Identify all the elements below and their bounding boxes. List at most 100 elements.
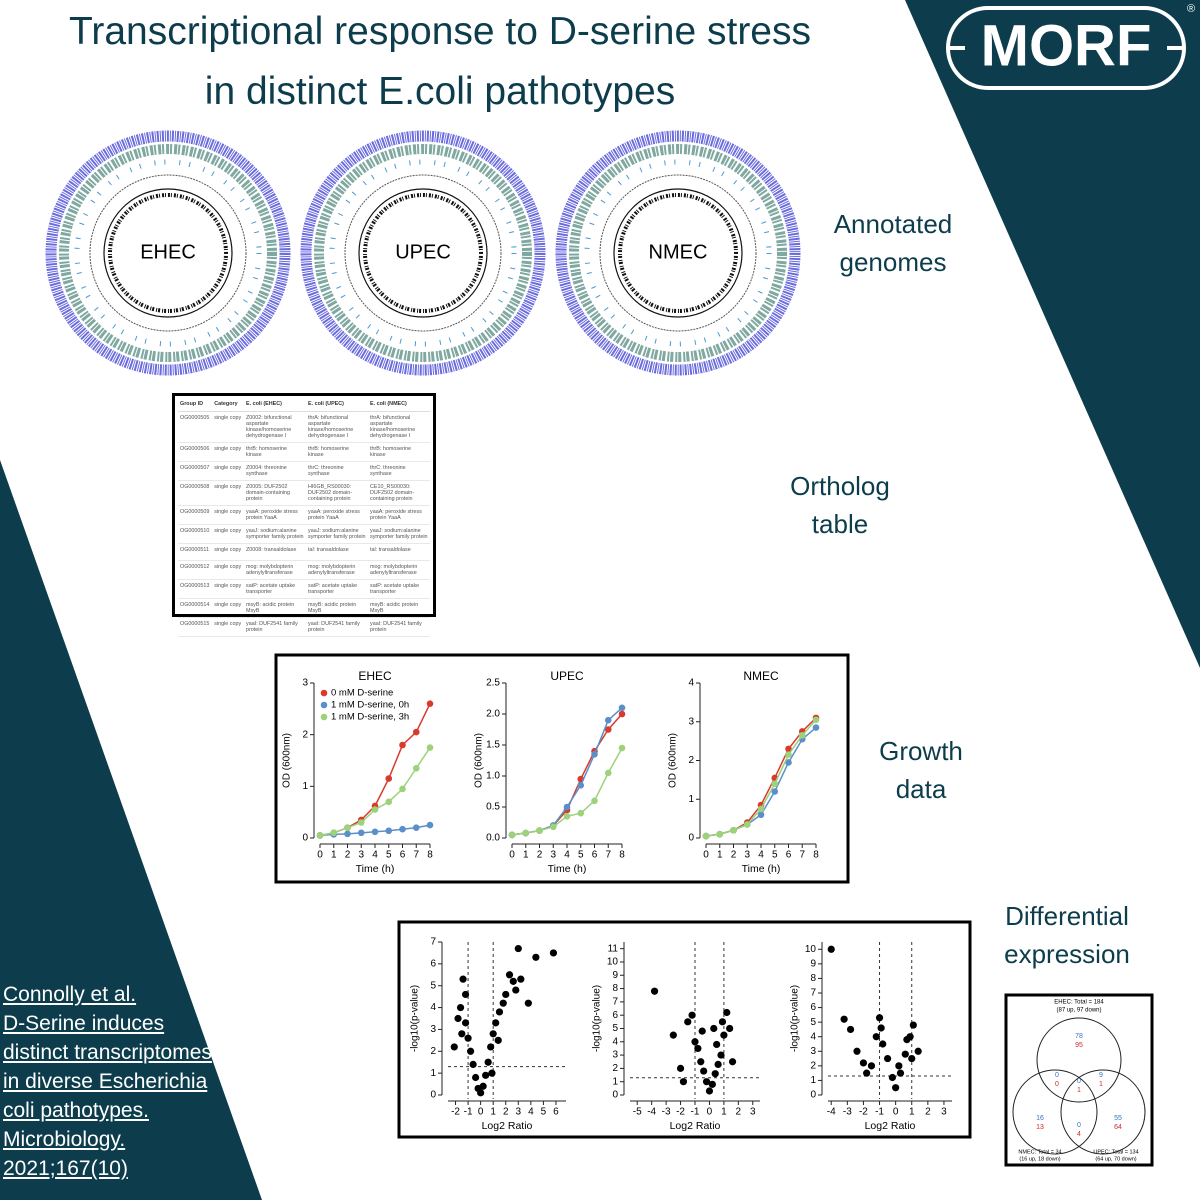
y-tick-label: 3 (688, 716, 694, 727)
point (549, 949, 558, 957)
point (509, 977, 517, 985)
legend-swatch (320, 701, 328, 709)
point (718, 1018, 727, 1026)
column-header: Category (212, 399, 244, 412)
point (877, 1024, 885, 1032)
x-tick-label: 2 (503, 1107, 509, 1118)
venn-count-down: 1 (1077, 1087, 1081, 1094)
x-tick-label: -2 (676, 1107, 685, 1118)
point (723, 1008, 731, 1017)
table-cell: OG0000510 (178, 524, 213, 544)
table-cell: yaaJ: sodium:alanine symporter family pr… (306, 524, 368, 544)
point (859, 1059, 868, 1067)
venn-count-up: 78 (1075, 1033, 1083, 1040)
point (459, 975, 467, 983)
y-tick-label: 7 (430, 937, 436, 948)
table-cell: Z0005: DUF2502 domain-containing protein (244, 480, 306, 506)
point (426, 821, 434, 829)
point (785, 745, 792, 753)
y-tick-label: 0.0 (486, 833, 500, 844)
y-tick-label: 2.5 (486, 678, 500, 689)
table-cell: tal: transaldolase (368, 543, 430, 561)
point (487, 1043, 495, 1051)
y-axis-title: OD (600nm) (474, 733, 485, 788)
table-cell: thrB: homoserine kinase (244, 442, 306, 462)
table-cell: OG0000513 (178, 579, 213, 599)
point (469, 1060, 477, 1068)
table-cell: satP: acetate uptake transporter (368, 579, 430, 599)
citation-line[interactable]: in diverse Escherichia (3, 1070, 208, 1093)
x-tick-label: 8 (619, 850, 625, 861)
genome-ring (89, 174, 247, 332)
citation-line[interactable]: D-Serine induces (3, 1012, 165, 1035)
citation-line[interactable]: coli pathotypes. (3, 1099, 149, 1122)
x-tick-label: 1 (523, 850, 529, 861)
point (883, 1054, 892, 1063)
x-tick-label: 2 (731, 850, 737, 861)
point (853, 1047, 861, 1055)
point (711, 1070, 719, 1078)
point (676, 1064, 685, 1072)
y-tick-label: 5 (810, 1017, 816, 1028)
point (702, 832, 710, 840)
point (771, 780, 779, 788)
genome-ring (555, 130, 801, 376)
x-axis-title: Time (h) (742, 863, 781, 875)
point (872, 1033, 880, 1041)
table-cell: thrC: threonine synthase (368, 461, 430, 481)
table-cell: OG0000511 (178, 543, 213, 561)
table-row: OG0000509 single copy yaaA: peroxide stres… (178, 505, 430, 525)
point (357, 819, 365, 826)
legend-swatch (320, 713, 328, 721)
y-tick-label: 11 (608, 943, 619, 954)
x-tick-label: 5 (541, 1107, 547, 1118)
band-bottom-left (0, 460, 262, 1200)
y-tick-label: 6 (810, 1002, 816, 1013)
column-header: Group ID (178, 399, 213, 412)
citation-line[interactable]: Microbiology. (3, 1128, 126, 1151)
point (577, 809, 585, 817)
genome-ring (358, 188, 488, 318)
point (743, 821, 751, 828)
citation-line[interactable]: distinct transcriptomes (3, 1041, 212, 1064)
citation-line[interactable]: Connolly et al. (3, 983, 137, 1006)
point (461, 990, 470, 999)
table-cell: Z0008: transaldolase (244, 543, 306, 561)
y-tick-label: 4 (430, 1002, 436, 1013)
point (846, 1025, 855, 1034)
y-axis-title: OD (600nm) (668, 733, 679, 788)
table-cell: OG0000509 (178, 505, 213, 525)
point (508, 831, 516, 839)
citation[interactable]: Connolly et al. D-Serine induces distinct … (3, 980, 263, 1183)
point (488, 1069, 496, 1077)
table-cell: msyB: acidic protein MsyB (306, 598, 368, 618)
genome-ring (344, 174, 502, 332)
y-tick-label: 6 (430, 958, 436, 969)
table-row: OG0000507 single copy Z0004: threonine syn… (178, 461, 430, 481)
table-cell: mog: molybdopterin adenylyltransferase (244, 560, 306, 580)
table-cell: yaaJ: sodium:alanine symporter family pr… (244, 524, 306, 544)
citation-line[interactable]: 2021;167(10) (3, 1157, 128, 1180)
point (591, 797, 598, 805)
genome-ring (599, 174, 757, 332)
point (691, 1038, 699, 1046)
y-tick-label: 0 (688, 833, 694, 844)
point (385, 827, 393, 835)
caption: Annotated genomes (833, 209, 953, 277)
point (713, 1040, 721, 1049)
genome-ring (59, 144, 277, 362)
x-tick-label: 1 (909, 1107, 915, 1118)
x-tick-label: 0 (703, 850, 709, 861)
point (514, 944, 522, 953)
x-tick-label: 2 (537, 850, 543, 861)
point (798, 732, 806, 739)
point (464, 1034, 472, 1042)
venn-circle (1060, 1069, 1146, 1155)
venn-label: EHEC: Total = 184 (1054, 1000, 1104, 1006)
point (499, 999, 507, 1007)
point (577, 782, 585, 789)
x-tick-label: -4 (827, 1107, 836, 1118)
point (785, 751, 792, 758)
point (708, 1080, 716, 1088)
y-tick-label: 3 (302, 678, 308, 689)
